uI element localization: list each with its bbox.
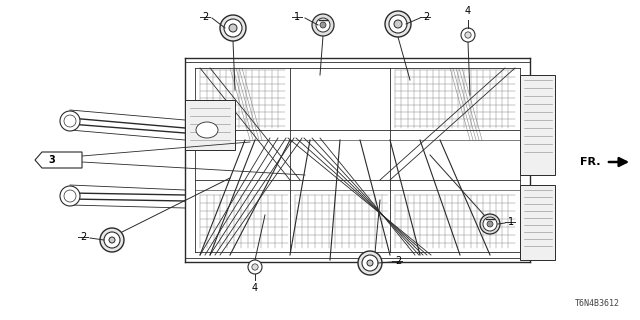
Circle shape	[316, 18, 330, 32]
Text: 2: 2	[423, 12, 429, 22]
Text: 2: 2	[202, 12, 208, 22]
Circle shape	[229, 24, 237, 32]
Text: 2: 2	[80, 232, 86, 242]
FancyBboxPatch shape	[520, 185, 555, 260]
Text: 2: 2	[395, 256, 401, 266]
Circle shape	[100, 228, 124, 252]
Circle shape	[389, 15, 407, 33]
Ellipse shape	[196, 122, 218, 138]
Circle shape	[362, 255, 378, 271]
Circle shape	[104, 232, 120, 248]
Circle shape	[60, 111, 80, 131]
Text: FR.: FR.	[580, 157, 600, 167]
Polygon shape	[35, 152, 82, 168]
Text: 1: 1	[508, 217, 514, 227]
Text: 4: 4	[465, 6, 471, 16]
Circle shape	[252, 264, 258, 270]
Circle shape	[109, 237, 115, 243]
Circle shape	[385, 11, 411, 37]
Circle shape	[480, 214, 500, 234]
Text: 4: 4	[252, 283, 258, 293]
Circle shape	[367, 260, 373, 266]
Circle shape	[320, 22, 326, 28]
Circle shape	[461, 28, 475, 42]
Circle shape	[483, 217, 497, 231]
Circle shape	[465, 32, 471, 38]
Circle shape	[248, 260, 262, 274]
Text: 1: 1	[294, 12, 300, 22]
Circle shape	[487, 221, 493, 227]
Circle shape	[358, 251, 382, 275]
Text: 3: 3	[48, 155, 55, 165]
FancyBboxPatch shape	[520, 75, 555, 175]
Circle shape	[220, 15, 246, 41]
Circle shape	[312, 14, 334, 36]
FancyArrowPatch shape	[609, 158, 627, 166]
Circle shape	[224, 19, 242, 37]
Text: T6N4B3612: T6N4B3612	[575, 299, 620, 308]
Circle shape	[394, 20, 402, 28]
Circle shape	[60, 186, 80, 206]
FancyBboxPatch shape	[185, 100, 235, 150]
